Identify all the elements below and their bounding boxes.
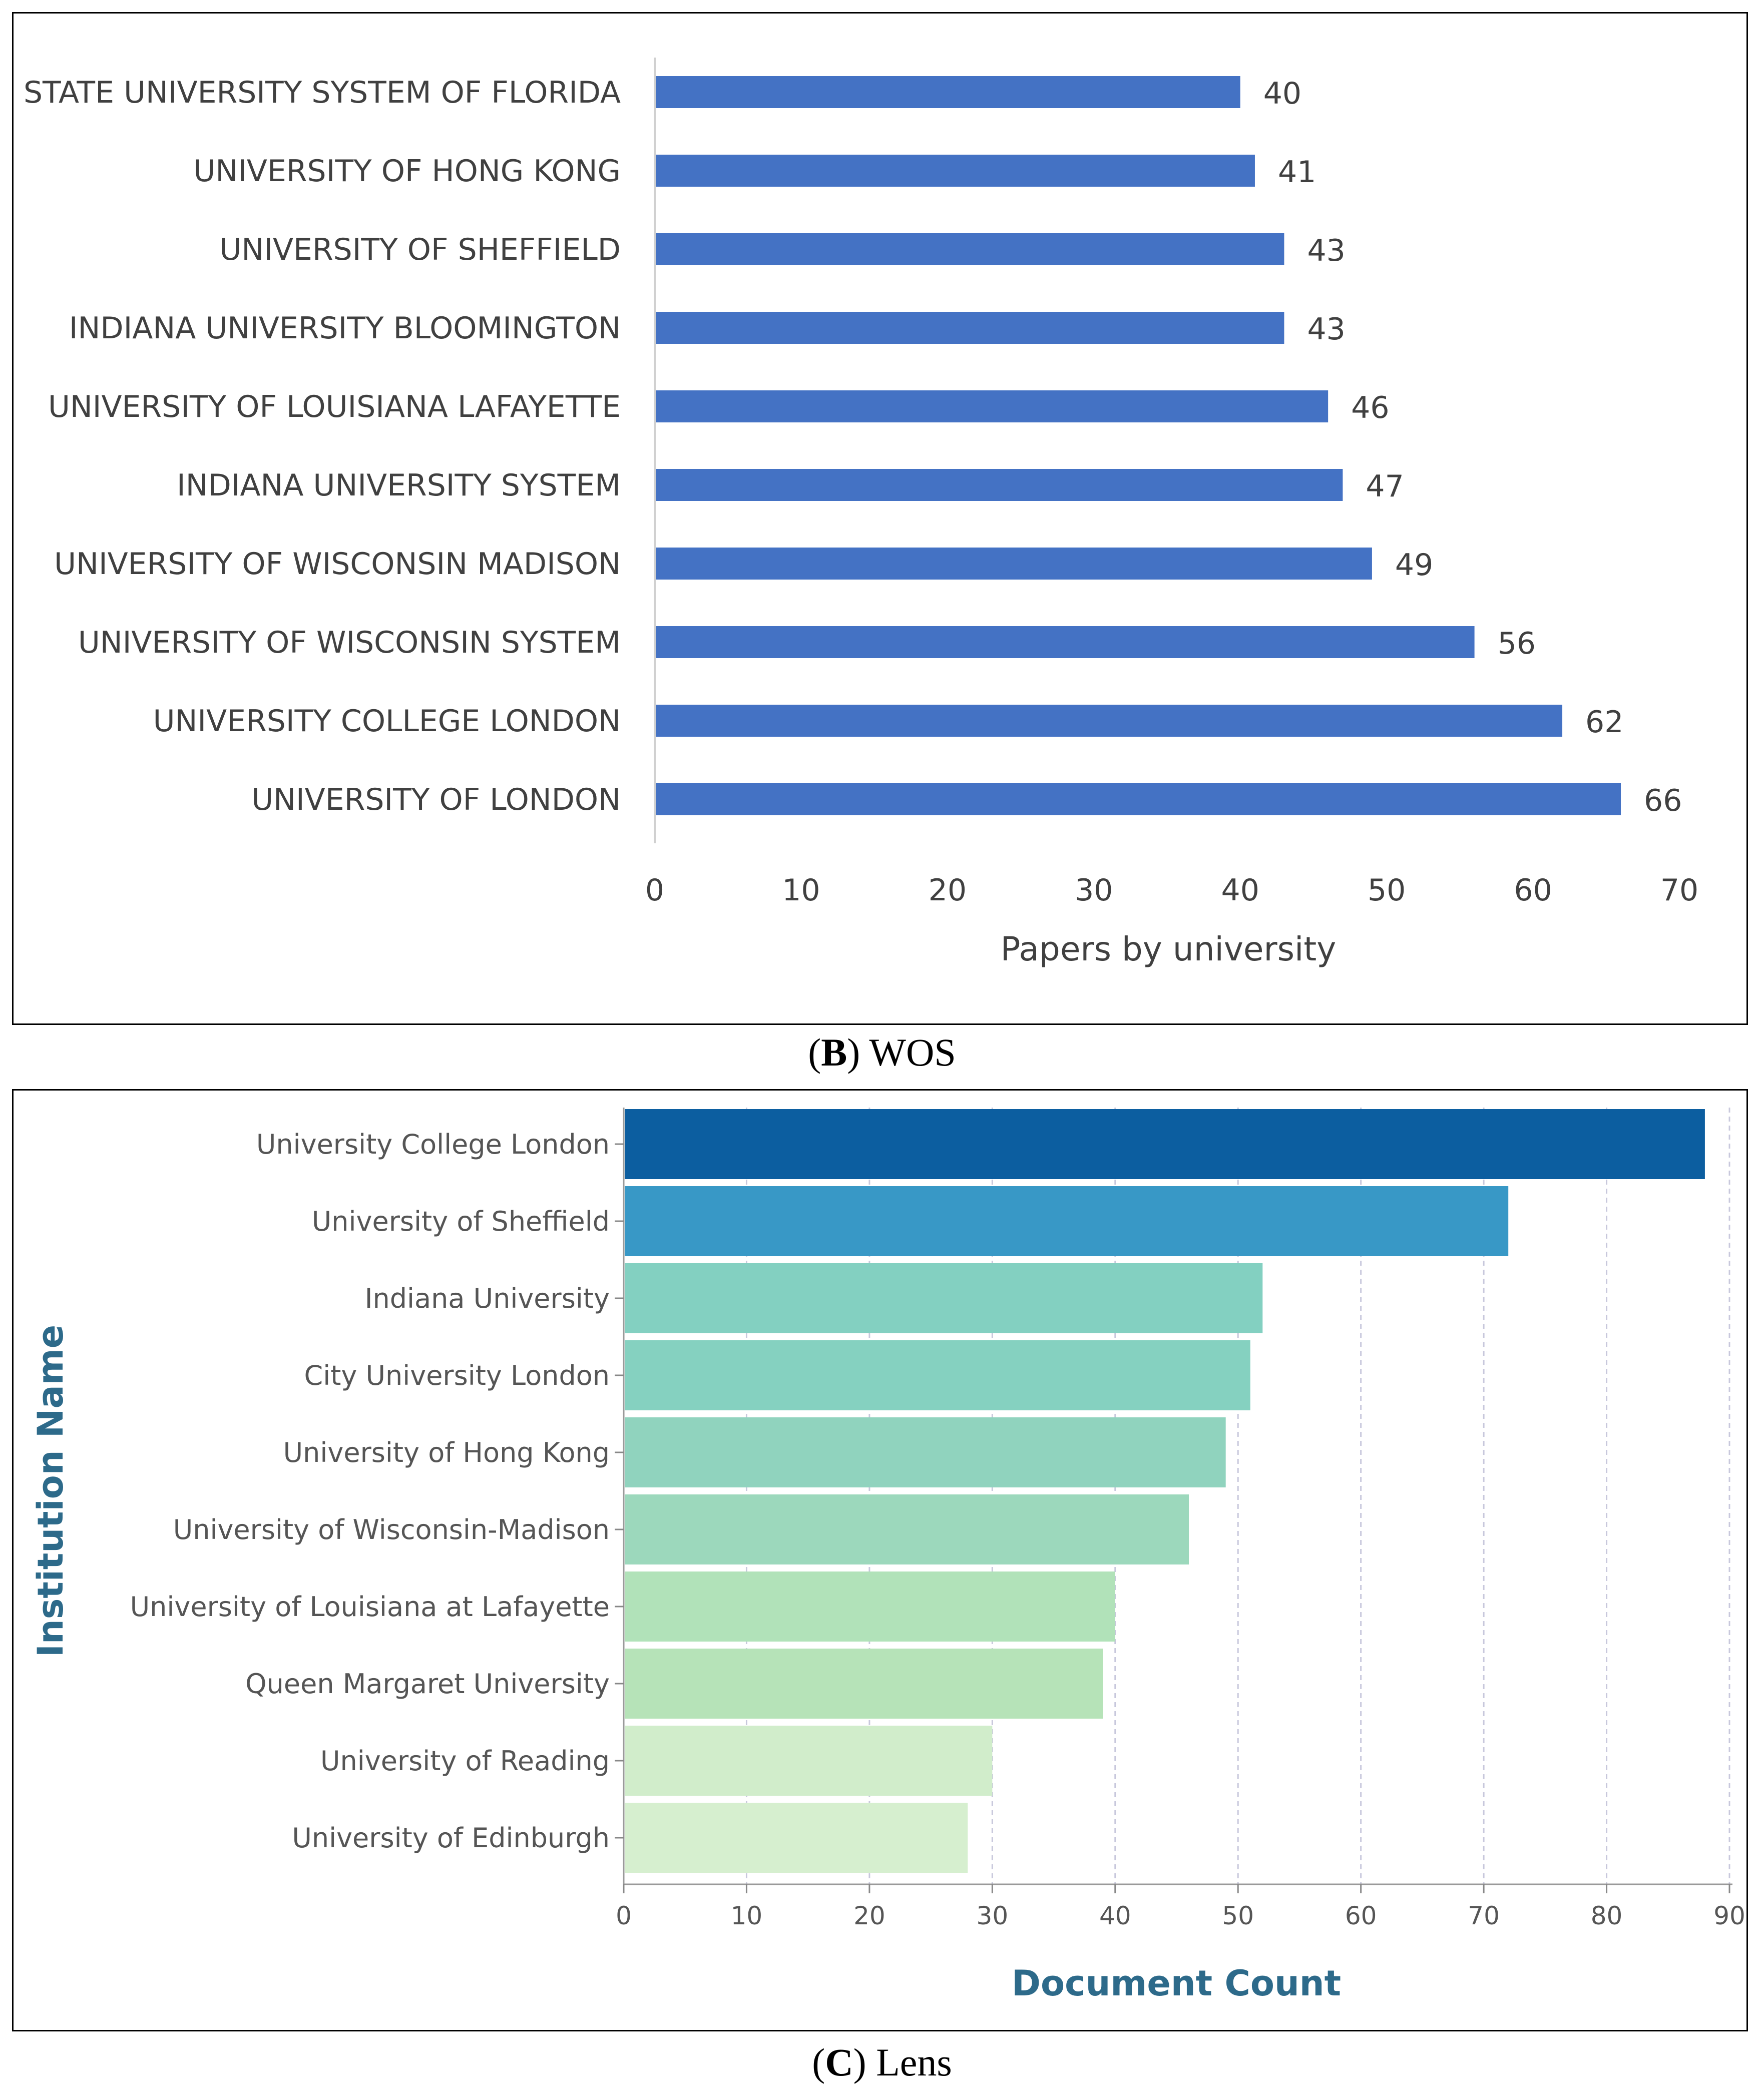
lens-x-tick-label: 0 <box>616 1901 632 1930</box>
wos-x-tick-label: 70 <box>1660 873 1698 908</box>
wos-x-tick-label: 30 <box>1075 873 1113 908</box>
lens-bar <box>625 1571 1115 1642</box>
lens-category-label: University of Edinburgh <box>292 1822 610 1854</box>
lens-bar <box>625 1726 993 1796</box>
lens-caption: (C) Lens <box>812 2040 952 2084</box>
lens-x-tick-label: 80 <box>1591 1901 1623 1930</box>
lens-bar <box>625 1494 1189 1564</box>
wos-data-label: 46 <box>1351 390 1389 425</box>
wos-data-label: 41 <box>1278 155 1316 190</box>
wos-data-label: 66 <box>1644 783 1682 818</box>
wos-data-label: 47 <box>1366 469 1404 504</box>
wos-chart-panel: STATE UNIVERSITY SYSTEM OF FLORIDA 40 UNIV… <box>12 12 1748 1025</box>
lens-x-tick-label: 90 <box>1713 1901 1745 1930</box>
wos-x-tick-label: 40 <box>1221 873 1259 908</box>
wos-x-axis-title: Papers by university <box>1001 930 1337 968</box>
lens-caption-letter: C <box>825 2040 853 2084</box>
wos-category-label: INDIANA UNIVERSITY BLOOMINGTON <box>69 311 621 346</box>
lens-bar-chart: University College London University of S… <box>30 1108 1745 2004</box>
wos-category-label: UNIVERSITY OF HONG KONG <box>193 154 621 189</box>
lens-x-tick-label: 40 <box>1099 1901 1131 1930</box>
lens-x-tick-label: 50 <box>1222 1901 1254 1930</box>
wos-caption: (B) WOS <box>808 1030 956 1074</box>
wos-x-tick-label: 50 <box>1368 873 1406 908</box>
wos-category-label: UNIVERSITY OF WISCONSIN SYSTEM <box>78 625 621 660</box>
lens-category-label: University of Wisconsin-Madison <box>173 1514 610 1545</box>
lens-category-label: University College London <box>256 1129 610 1160</box>
wos-category-label: UNIVERSITY OF LONDON <box>251 782 621 817</box>
lens-caption-text: Lens <box>876 2040 952 2084</box>
wos-bar <box>656 390 1329 422</box>
wos-category-label: UNIVERSITY OF LOUISIANA LAFAYETTE <box>48 389 621 424</box>
wos-data-label: 43 <box>1307 312 1345 347</box>
wos-bar <box>656 155 1255 187</box>
wos-data-label: 56 <box>1498 626 1536 661</box>
wos-bar <box>656 76 1240 108</box>
wos-data-label: 43 <box>1307 233 1345 268</box>
lens-x-axis-title: Document Count <box>1012 1963 1341 2004</box>
lens-x-tick-label: 30 <box>977 1901 1009 1930</box>
wos-category-label: INDIANA UNIVERSITY SYSTEM <box>177 468 621 503</box>
wos-x-tick-label: 10 <box>782 873 820 908</box>
wos-data-label: 62 <box>1585 705 1623 740</box>
lens-category-label: Queen Margaret University <box>245 1668 610 1700</box>
wos-bar <box>656 626 1475 658</box>
wos-bar <box>656 548 1372 580</box>
wos-caption-letter: B <box>821 1030 847 1074</box>
wos-data-label: 49 <box>1395 548 1433 583</box>
wos-bar <box>656 469 1343 501</box>
lens-x-tick-label: 60 <box>1345 1901 1377 1930</box>
wos-bar <box>656 312 1284 344</box>
lens-bar <box>625 1417 1226 1487</box>
wos-bar <box>656 783 1621 815</box>
lens-category-label: Indiana University <box>365 1283 610 1314</box>
wos-bar-chart: STATE UNIVERSITY SYSTEM OF FLORIDA 40 UNIV… <box>24 58 1698 968</box>
lens-bar <box>625 1340 1250 1410</box>
lens-x-tick-label: 20 <box>853 1901 886 1930</box>
wos-x-tick-label: 0 <box>645 873 664 908</box>
lens-category-label: University of Hong Kong <box>283 1437 610 1468</box>
lens-bar <box>625 1186 1509 1256</box>
wos-bar <box>656 705 1563 737</box>
lens-chart-panel: University College London University of S… <box>12 1089 1748 2031</box>
lens-category-label: University of Reading <box>320 1745 610 1777</box>
wos-bar <box>656 233 1284 265</box>
wos-x-tick-label: 20 <box>929 873 967 908</box>
lens-bar <box>625 1803 968 1873</box>
lens-category-label: City University London <box>304 1360 610 1391</box>
wos-category-label: UNIVERSITY OF WISCONSIN MADISON <box>54 547 621 582</box>
lens-x-tick-label: 70 <box>1468 1901 1500 1930</box>
lens-bar <box>625 1263 1263 1333</box>
wos-category-label: UNIVERSITY COLLEGE LONDON <box>153 704 621 739</box>
lens-bar <box>625 1649 1103 1719</box>
lens-y-axis-title: Institution Name <box>30 1325 71 1657</box>
wos-data-label: 40 <box>1263 76 1301 111</box>
lens-category-label: University of Sheffield <box>312 1206 610 1237</box>
wos-category-label: UNIVERSITY OF SHEFFIELD <box>220 232 621 267</box>
lens-x-tick-label: 10 <box>731 1901 763 1930</box>
lens-bar <box>625 1109 1705 1179</box>
lens-category-label: University of Louisiana at Lafayette <box>130 1591 610 1623</box>
wos-x-tick-label: 60 <box>1514 873 1552 908</box>
wos-caption-text: WOS <box>869 1030 956 1074</box>
wos-category-label: STATE UNIVERSITY SYSTEM OF FLORIDA <box>24 75 621 110</box>
